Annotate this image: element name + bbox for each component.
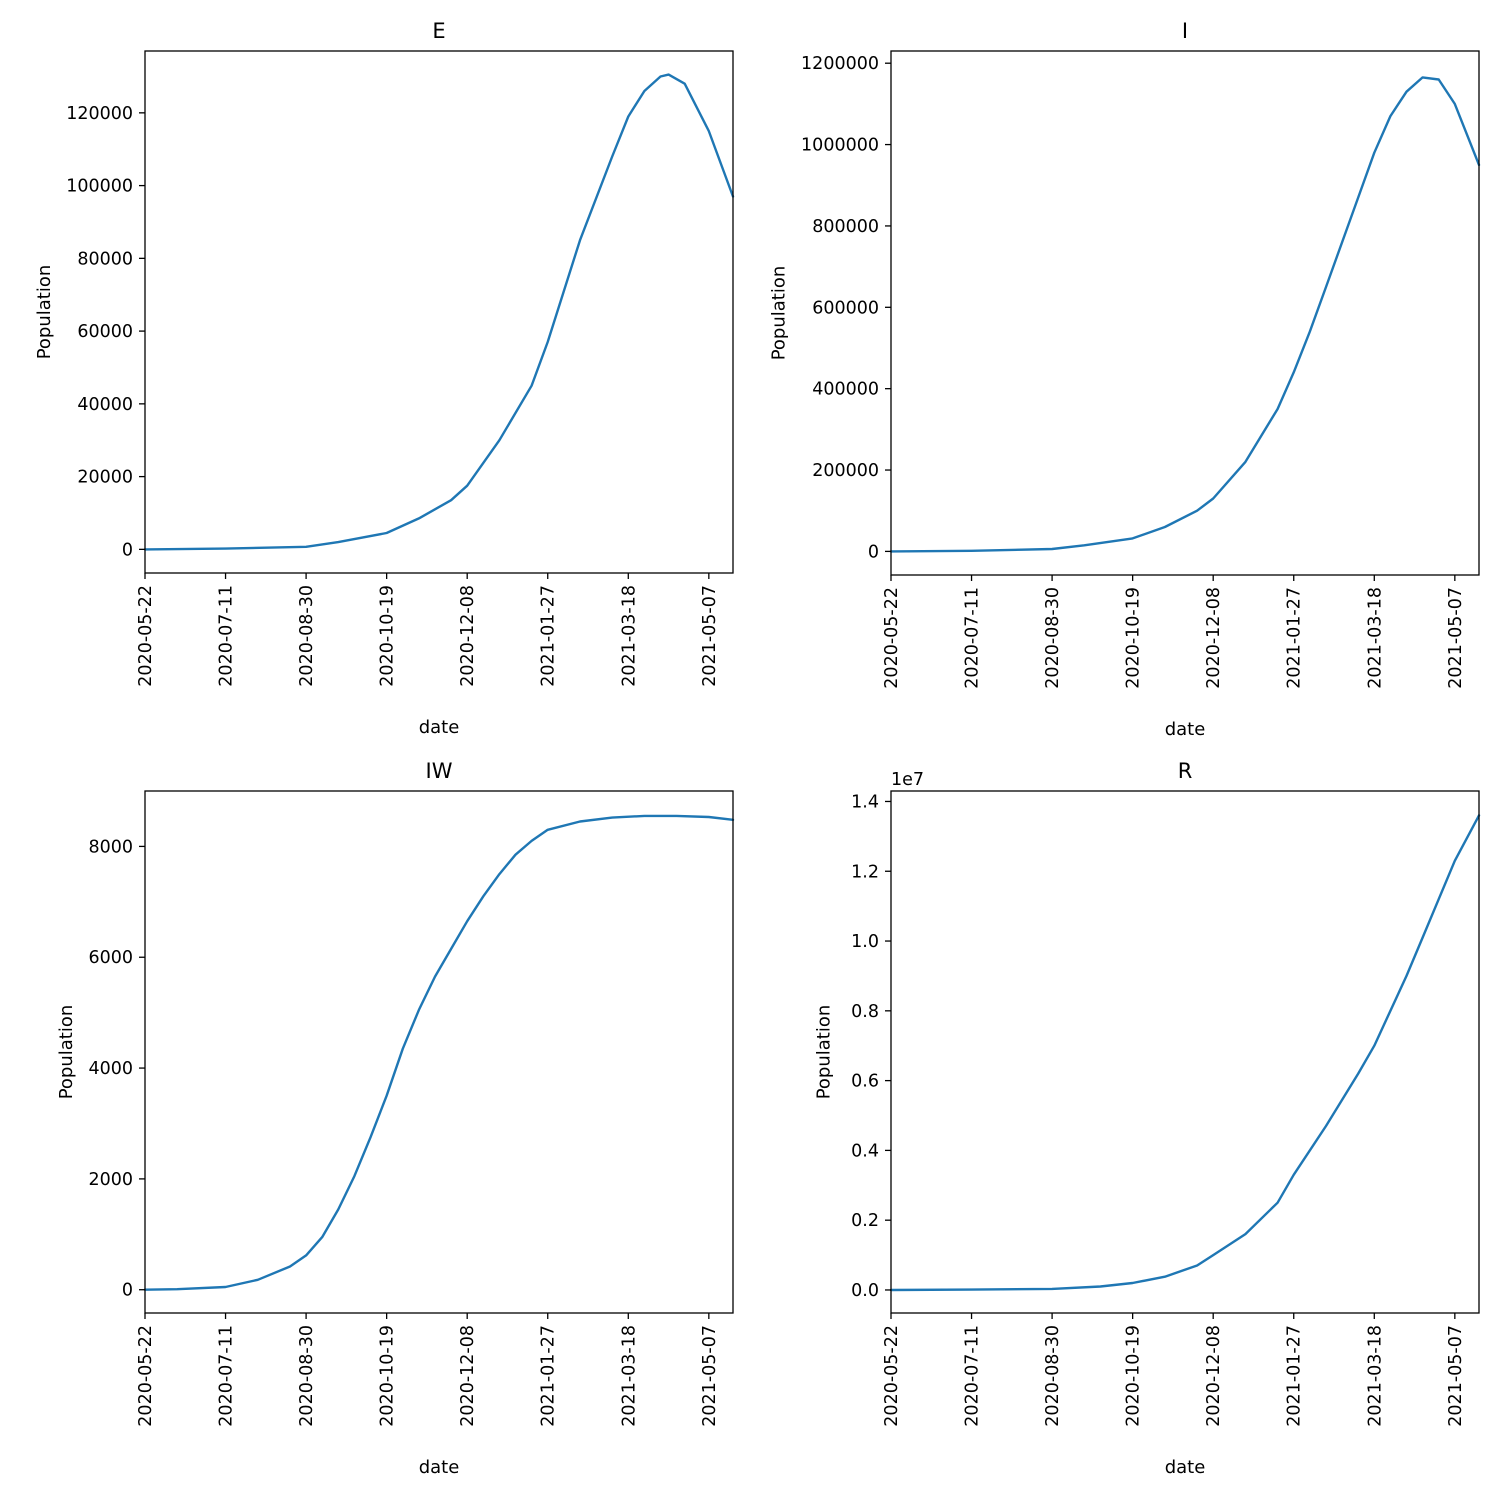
- x-tick-label: 2021-05-07: [1446, 587, 1466, 689]
- y-tick-label: 0: [868, 542, 879, 562]
- plot-frame: [890, 790, 1480, 1314]
- y-tick-label: 800000: [812, 217, 879, 237]
- y-tick-label: 8000: [88, 837, 133, 857]
- x-tick-label: 2020-12-08: [1204, 1325, 1224, 1427]
- chart-title: IW: [426, 759, 453, 783]
- x-tick-label: 2020-08-30: [297, 585, 317, 687]
- x-tick-label: 2021-01-27: [1285, 1325, 1305, 1427]
- y-tick-label: 2000: [88, 1170, 133, 1190]
- y-tick-label: 120000: [66, 104, 133, 124]
- x-tick-label: 2020-10-19: [1124, 587, 1144, 689]
- y-tick-label: 1000000: [801, 136, 879, 156]
- chart-panel-2: I 0 200000 400000 600000 800000 1000000 1200000…: [769, 19, 1481, 740]
- x-tick-label: 2021-03-18: [1365, 587, 1385, 689]
- chart-title: R: [1178, 759, 1193, 783]
- y-tick-label: 6000: [88, 948, 133, 968]
- y-tick-label: 1.4: [851, 792, 879, 812]
- x-axis-label: date: [1165, 719, 1206, 740]
- x-tick-label: 2021-03-18: [1365, 1325, 1385, 1427]
- y-tick-label: 1.0: [851, 932, 879, 952]
- x-tick-label: 2020-08-30: [1043, 1325, 1063, 1427]
- series-line: [143, 73, 735, 551]
- x-tick-label: 2020-10-19: [1124, 1325, 1144, 1427]
- y-tick-label: 200000: [812, 461, 879, 481]
- y-tick-label: 0: [122, 540, 133, 560]
- x-tick-label: 2020-12-08: [458, 585, 478, 687]
- x-tick-label: 2021-03-18: [619, 585, 639, 687]
- x-axis-label: date: [419, 1457, 460, 1478]
- x-tick-label: 2020-05-22: [882, 1325, 902, 1427]
- y-axis-label: Population: [813, 1005, 834, 1100]
- plot-frame: [144, 50, 734, 574]
- y-tick-label: 0.4: [851, 1141, 879, 1161]
- x-tick-label: 2020-07-11: [963, 587, 983, 689]
- y-tick-label: 80000: [77, 249, 133, 269]
- y-tick-label: 0.2: [851, 1211, 879, 1231]
- y-tick-label: 600000: [812, 298, 879, 318]
- chart-panel-4: R 0.0 0.2 0.4 0.6 0.8 1.0 1.2 1.4 2020-05-22 2020-…: [813, 759, 1481, 1478]
- y-axis-label: Population: [769, 266, 790, 361]
- x-tick-label: 2021-05-07: [1446, 1325, 1466, 1427]
- x-axis-label: date: [1165, 1457, 1206, 1478]
- x-tick-label: 2021-01-27: [1285, 587, 1305, 689]
- y-tick-label: 20000: [77, 468, 133, 488]
- plot-frame: [144, 790, 734, 1314]
- x-tick-label: 2020-08-30: [297, 1325, 317, 1427]
- y-tick-label: 0.0: [851, 1281, 879, 1301]
- y-tick-label: 400000: [812, 380, 879, 400]
- y-tick-label: 0.6: [851, 1072, 879, 1092]
- x-tick-label: 2021-05-07: [700, 1325, 720, 1427]
- y-tick-label: 100000: [66, 177, 133, 197]
- y-axis-label: Population: [56, 1005, 77, 1100]
- y-tick-label: 4000: [88, 1059, 133, 1079]
- y-axis-label: Population: [34, 265, 55, 360]
- series-line: [143, 814, 735, 1291]
- x-tick-label: 2020-10-19: [378, 585, 398, 687]
- x-tick-label: 2020-07-11: [217, 1325, 237, 1427]
- x-tick-label: 2020-08-30: [1043, 587, 1063, 689]
- chart-panel-1: E 0 20000 40000 60000 80000 100000 120000 2020-0…: [34, 19, 735, 738]
- chart-panel-3: IW 0 2000 4000 6000 8000 2020-05-22 2020-07-11 2…: [56, 759, 735, 1478]
- y-tick-label: 0.8: [851, 1002, 879, 1022]
- x-tick-label: 2021-05-07: [700, 585, 720, 687]
- y-tick-label: 60000: [77, 322, 133, 342]
- x-tick-label: 2020-10-19: [378, 1325, 398, 1427]
- y-tick-label: 0: [122, 1281, 133, 1301]
- plot-frame: [890, 50, 1480, 576]
- x-tick-label: 2020-12-08: [1204, 587, 1224, 689]
- x-tick-label: 2020-12-08: [458, 1325, 478, 1427]
- x-tick-label: 2021-01-27: [539, 1325, 559, 1427]
- series-line: [889, 814, 1481, 1292]
- x-tick-label: 2020-07-11: [963, 1325, 983, 1427]
- y-tick-label: 40000: [77, 395, 133, 415]
- x-tick-label: 2020-05-22: [136, 585, 156, 687]
- x-axis-label: date: [419, 717, 460, 738]
- y-tick-label: 1.2: [851, 862, 879, 882]
- y-tick-label: 1200000: [801, 54, 879, 74]
- x-tick-label: 2021-03-18: [619, 1325, 639, 1427]
- x-tick-label: 2020-07-11: [217, 585, 237, 687]
- x-tick-label: 2021-01-27: [539, 585, 559, 687]
- chart-title: I: [1182, 19, 1188, 43]
- y-offset-label: 1e7: [891, 770, 924, 790]
- series-line: [889, 76, 1481, 553]
- x-tick-label: 2020-05-22: [136, 1325, 156, 1427]
- x-tick-label: 2020-05-22: [882, 587, 902, 689]
- chart-title: E: [432, 19, 445, 43]
